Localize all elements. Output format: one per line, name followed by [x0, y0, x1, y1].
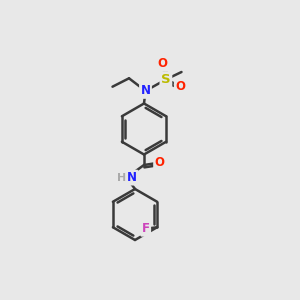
Text: O: O [154, 156, 165, 169]
Text: O: O [175, 80, 185, 93]
Text: H: H [117, 172, 127, 183]
Text: O: O [157, 57, 167, 70]
Text: N: N [127, 171, 137, 184]
Text: S: S [161, 73, 171, 86]
Text: N: N [140, 84, 151, 98]
Text: F: F [142, 222, 150, 235]
